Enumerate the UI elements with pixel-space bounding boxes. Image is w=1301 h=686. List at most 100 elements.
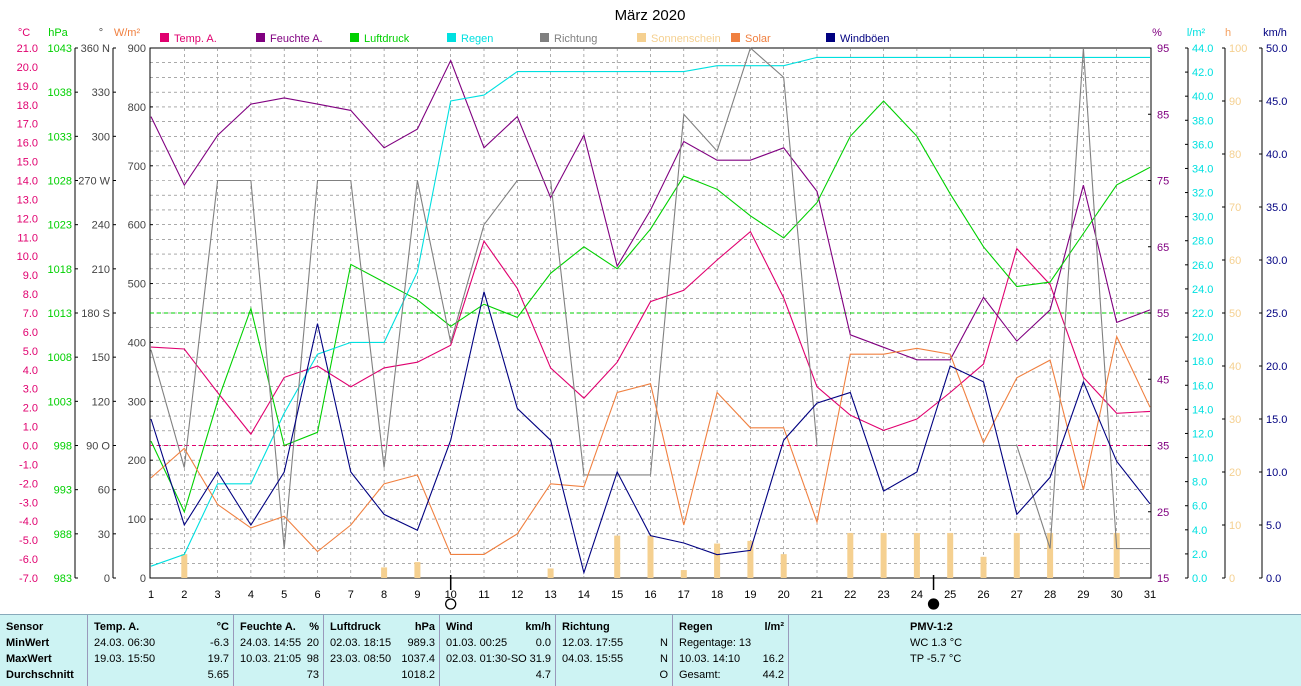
temp-max-value: 19.7: [207, 653, 229, 665]
sunshine-bar: [614, 535, 621, 578]
tick-label-sonne: 60: [1229, 255, 1241, 267]
tick-label-sonne: 0: [1229, 573, 1235, 585]
tick-label-regen: 6.0: [1192, 501, 1207, 513]
tick-label-richtung: 150: [92, 352, 110, 364]
tick-label-regen: 8.0: [1192, 477, 1207, 489]
stats-unit-temp: °C: [216, 621, 229, 633]
axis-unit-sonne: h: [1225, 27, 1231, 39]
tick-label-wind: 10.0: [1266, 467, 1287, 479]
x-tick-label: 11: [478, 589, 489, 601]
x-tick-label: 14: [578, 589, 590, 601]
tick-label-regen: 34.0: [1192, 163, 1213, 175]
series-lines: [150, 47, 1151, 575]
tick-label-solar: 200: [128, 455, 146, 467]
tick-label-wind: 5.0: [1266, 520, 1281, 532]
pmv-dewpoint: TP -5.7 °C: [910, 653, 962, 665]
tick-label-richtung: 30: [98, 529, 110, 541]
tick-label-sonne: 50: [1229, 308, 1241, 320]
stats-header-sensor: Sensor: [6, 621, 44, 633]
sunshine-bar: [381, 567, 388, 578]
x-tick-label: 23: [877, 589, 889, 601]
sunshine-bar: [714, 543, 721, 578]
stats-header-wind: Wind: [446, 621, 473, 633]
moon-phases: [445, 575, 940, 610]
tick-label-wind: 30.0: [1266, 255, 1287, 267]
tick-label-regen: 24.0: [1192, 284, 1213, 296]
stats-druck-column: Luftdruck hPa 02.03. 18:15 989.3 23.03. 08…: [324, 615, 440, 686]
legend-swatch-regen: [447, 33, 456, 42]
tick-label-temp: 17.0: [17, 119, 38, 131]
axis-units: °C hPa ° W/m²% l/m² h km/h: [18, 27, 1287, 39]
x-tick-label: 28: [1044, 589, 1056, 601]
tick-label-solar: 300: [128, 396, 146, 408]
temp-avg-value: 5.65: [207, 669, 229, 681]
tick-label-wind: 50.0: [1266, 43, 1287, 55]
sunshine-bar: [780, 554, 787, 578]
druck-min-time: 02.03. 18:15: [330, 637, 392, 649]
stats-header-richtung: Richtung: [562, 621, 610, 633]
tick-label-regen: 2.0: [1192, 549, 1207, 561]
wind-max-time: 02.03. 01:30-SO: [446, 653, 527, 665]
tick-label-wind: 15.0: [1266, 414, 1287, 426]
series-line-druck: [150, 100, 1151, 514]
tick-label-temp: 14.0: [17, 176, 38, 188]
stats-richtung-column: Richtung 12.03. 17:55 N 04.03. 15:55 N O: [556, 615, 673, 686]
x-tick-label: 27: [1011, 589, 1023, 601]
legend-label-feuchte: Feuchte A.: [270, 33, 323, 45]
richtung-avg-value: O: [659, 669, 668, 681]
tick-label-sonne: 90: [1229, 96, 1241, 108]
tick-label-regen: 42.0: [1192, 67, 1213, 79]
statistics-table: Sensor MinWert MaxWert Durchschnitt Temp…: [0, 614, 1301, 686]
tick-label-druck: 1038: [48, 87, 72, 99]
tick-label-temp: 12.0: [17, 213, 38, 225]
tick-label-druck: 998: [54, 441, 72, 453]
x-tick-label: 29: [1077, 589, 1089, 601]
tick-label-regen: 16.0: [1192, 380, 1213, 392]
tick-label-richtung: 210: [92, 264, 110, 276]
tick-label-temp: -5.0: [19, 535, 38, 547]
tick-label-richtung: 0: [104, 573, 110, 585]
series-line-temp: [150, 230, 1151, 436]
tick-label-temp: 11.0: [17, 232, 38, 244]
tick-label-regen: 4.0: [1192, 525, 1207, 537]
tick-label-feuchte: 15: [1157, 573, 1169, 585]
feuchte-avg-value: 73: [306, 669, 319, 681]
regen-avg-label: Gesamt:: [679, 669, 721, 681]
tick-label-richtung: 240: [92, 220, 110, 232]
stats-header-regen: Regen: [679, 621, 713, 633]
tick-label-temp: -1.0: [19, 459, 38, 471]
legend-swatch-feuchte: [256, 33, 265, 42]
tick-label-richtung: 180 S: [81, 308, 110, 320]
richtung-min-value: N: [660, 637, 668, 649]
tick-label-druck: 1043: [48, 43, 72, 55]
tick-label-temp: 20.0: [17, 62, 38, 74]
stats-unit-feuchte: %: [309, 621, 319, 633]
tick-label-temp: 15.0: [17, 157, 38, 169]
stats-feuchte-column: Feuchte A.% 24.03. 14:55 20 10.03. 21:05 9…: [234, 615, 324, 686]
legend-label-druck: Luftdruck: [364, 33, 410, 45]
tick-label-druck: 1028: [48, 176, 72, 188]
tick-label-sonne: 100: [1229, 43, 1247, 55]
x-tick-label: 15: [611, 589, 623, 601]
druck-avg-time: [330, 667, 401, 683]
legend-swatch-wind: [826, 33, 835, 42]
x-tick-label: 22: [844, 589, 856, 601]
tick-label-temp: 1.0: [23, 422, 38, 434]
tick-label-druck: 1013: [48, 308, 72, 320]
regen-avg-value: 44.2: [762, 669, 784, 681]
series-line-wind: [150, 291, 1151, 575]
axis-unit-wind: km/h: [1263, 27, 1287, 39]
tick-label-regen: 18.0: [1192, 356, 1213, 368]
tick-label-temp: 9.0: [23, 270, 38, 282]
tick-label-temp: -3.0: [19, 497, 38, 509]
tick-label-solar: 400: [128, 337, 146, 349]
tick-label-solar: 100: [128, 514, 146, 526]
pmv-windchill: WC 1.3 °C: [910, 637, 963, 649]
x-tick-label: 6: [314, 589, 320, 601]
stats-temp-column: Temp. A. °C 24.03. 06:30 -6.3 19.03. 15:50…: [88, 615, 234, 686]
richtung-avg-time: [562, 667, 659, 683]
legend-swatch-sonne: [637, 33, 646, 42]
richtung-max-time: 04.03. 15:55: [562, 653, 624, 665]
tick-label-wind: 20.0: [1266, 361, 1287, 373]
tick-label-druck: 988: [54, 529, 72, 541]
